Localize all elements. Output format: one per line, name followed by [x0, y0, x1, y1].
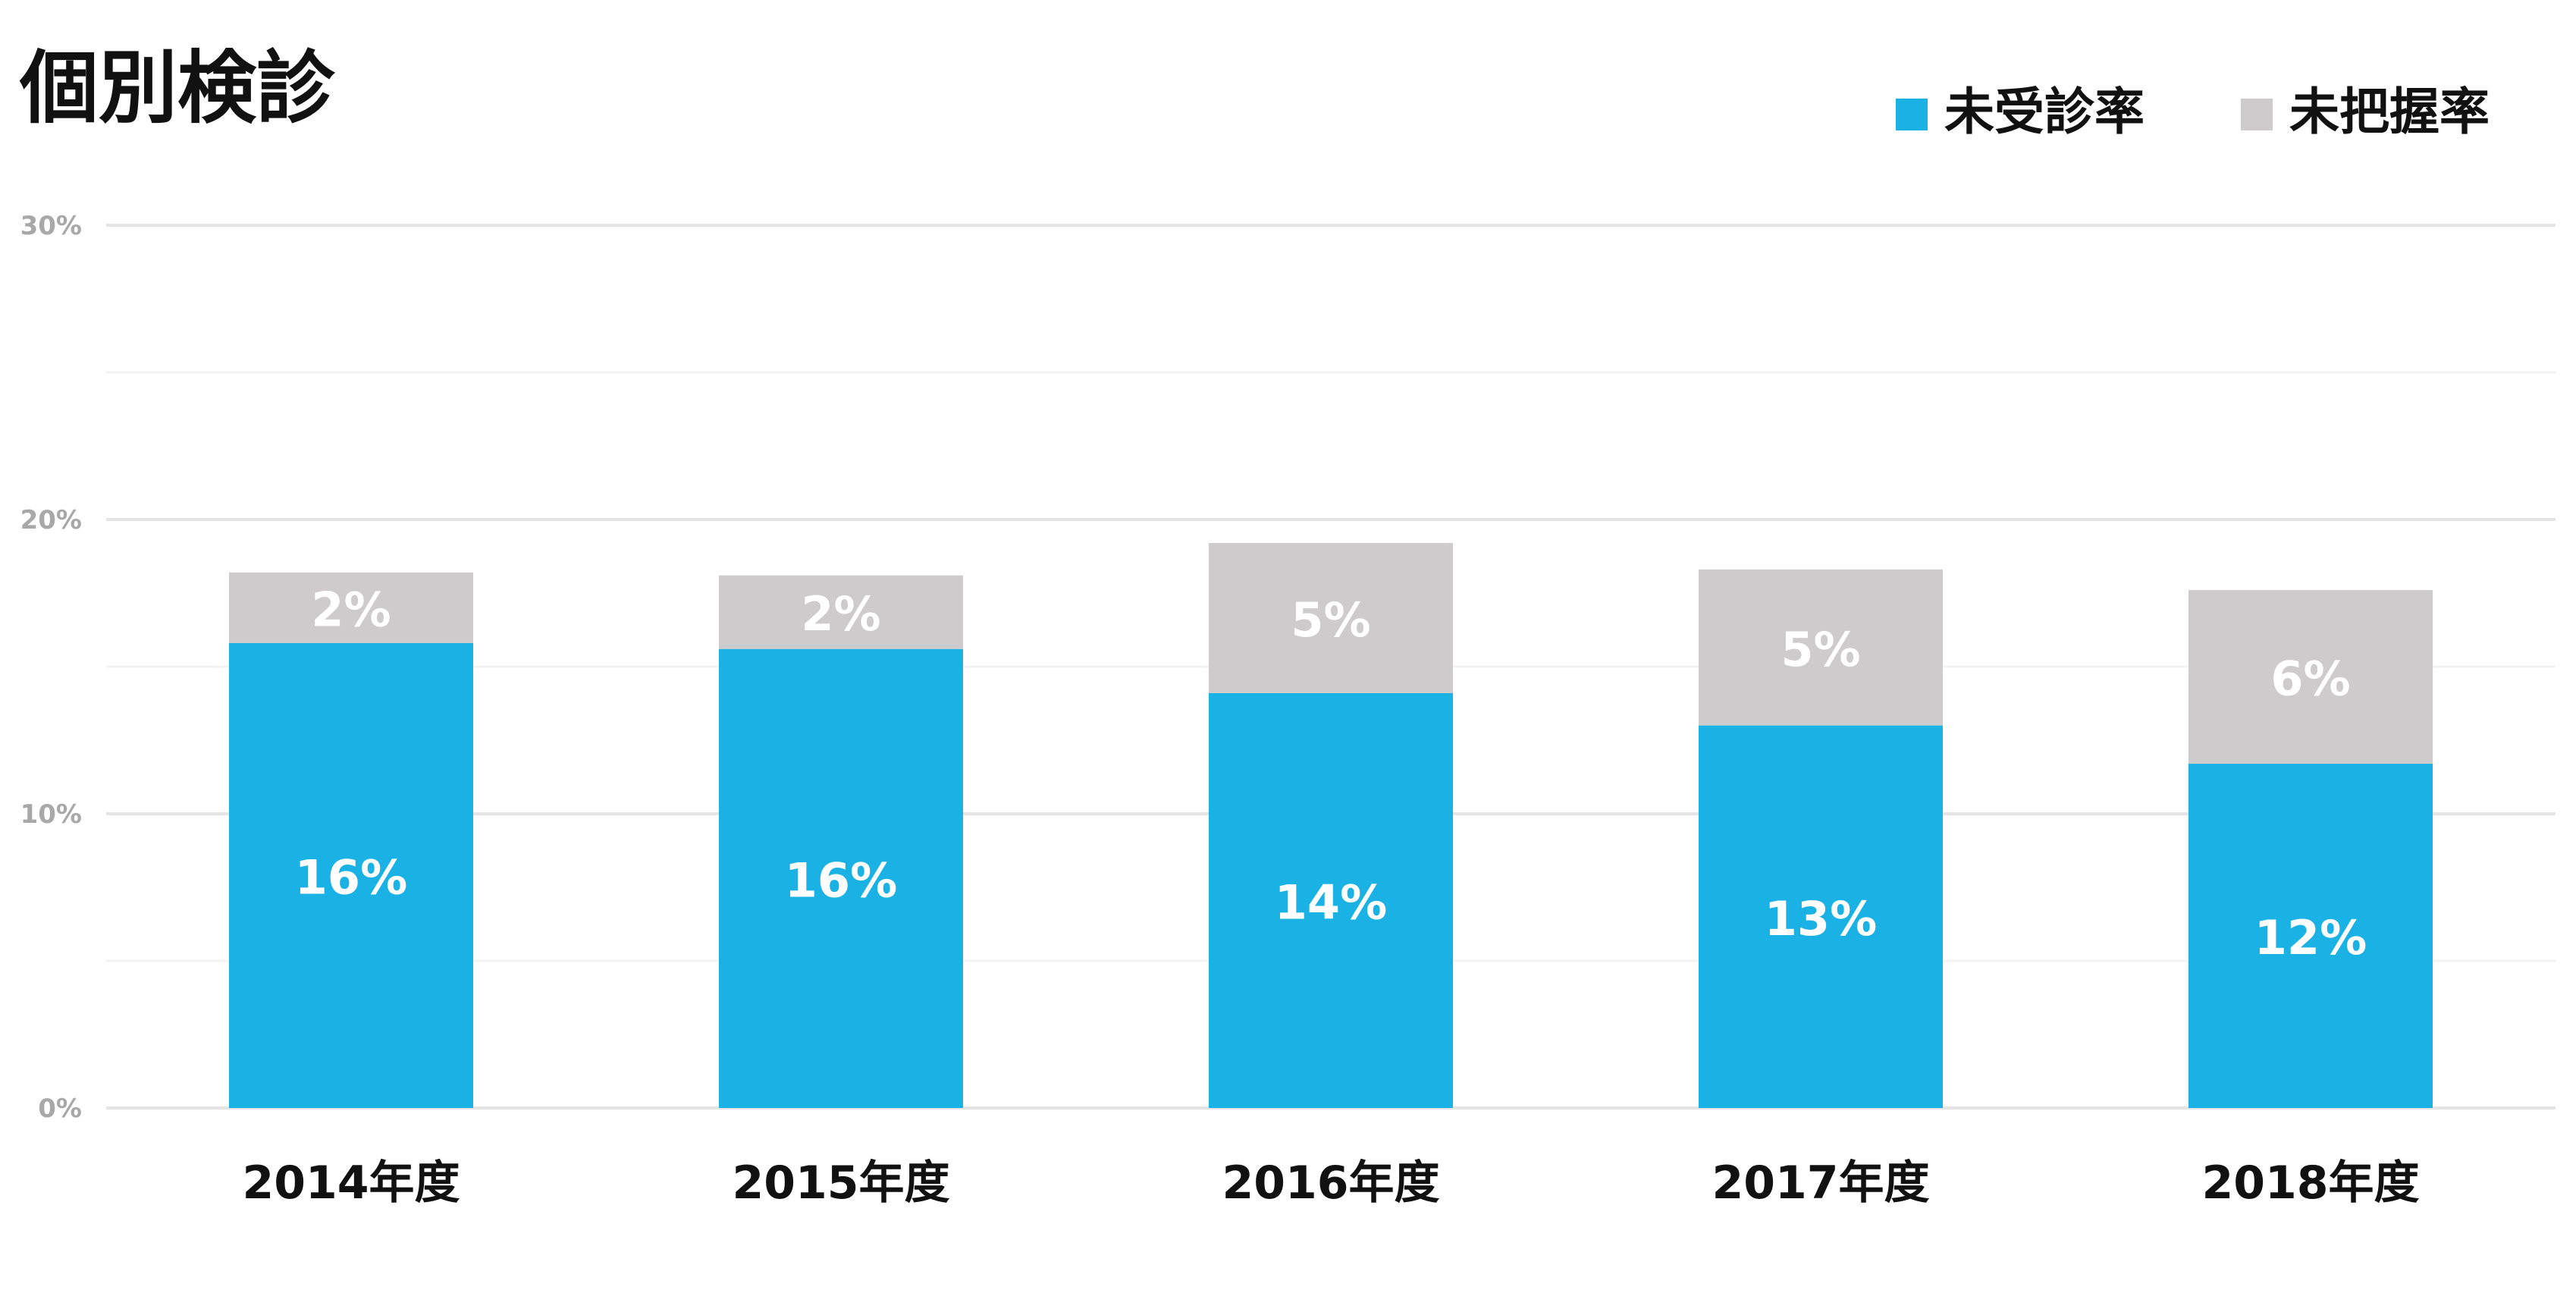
chart-title: 個別検診	[19, 42, 336, 134]
y-tick-label: 0%	[38, 1094, 82, 1124]
bar-segment-unexamined	[719, 648, 963, 1108]
x-tick-label: 2017年度	[1712, 1157, 1930, 1210]
bar-segment-unknown	[229, 572, 473, 643]
data-label: 13%	[1765, 891, 1877, 946]
data-label: 12%	[2254, 910, 2367, 965]
data-label: 2%	[801, 586, 880, 642]
bar-segment-unknown	[1699, 569, 1943, 726]
bar-segment-unexamined	[2189, 764, 2433, 1108]
bar-segment-unexamined	[1209, 692, 1453, 1108]
bar-segment-unknown	[719, 575, 963, 649]
y-tick-label: 30%	[20, 211, 82, 241]
x-tick-label: 2015年度	[733, 1157, 950, 1210]
x-tick-label: 2018年度	[2202, 1157, 2420, 1210]
bars: 16% 2% 16% 2% 14% 5% 13% 5% 12% 6%	[229, 543, 2433, 1108]
data-label: 14%	[1275, 874, 1387, 930]
data-label: 16%	[785, 852, 897, 908]
legend-label: 未把握率	[2289, 83, 2490, 141]
data-label: 5%	[1291, 592, 1370, 648]
data-label: 2%	[311, 582, 391, 637]
data-label: 16%	[295, 849, 407, 905]
x-tick-label: 2014年度	[243, 1157, 460, 1210]
y-tick-label: 20%	[20, 505, 82, 535]
legend: 未受診率 未把握率	[1896, 83, 2490, 141]
legend-swatch	[1896, 99, 1928, 130]
bar-segment-unknown	[2189, 590, 2433, 764]
legend-label: 未受診率	[1944, 83, 2145, 141]
data-label: 5%	[1781, 622, 1860, 677]
y-axis: 0% 10% 20% 30%	[20, 211, 82, 1124]
legend-swatch	[2241, 99, 2273, 130]
bar-segment-unexamined	[229, 642, 473, 1108]
x-tick-label: 2016年度	[1222, 1157, 1440, 1210]
x-axis: 2014年度 2015年度 2016年度 2017年度 2018年度	[243, 1157, 2420, 1210]
bar-segment-unexamined	[1699, 725, 1943, 1108]
bar-segment-unknown	[1209, 543, 1453, 693]
data-label: 6%	[2270, 651, 2350, 707]
y-tick-label: 10%	[20, 799, 82, 830]
